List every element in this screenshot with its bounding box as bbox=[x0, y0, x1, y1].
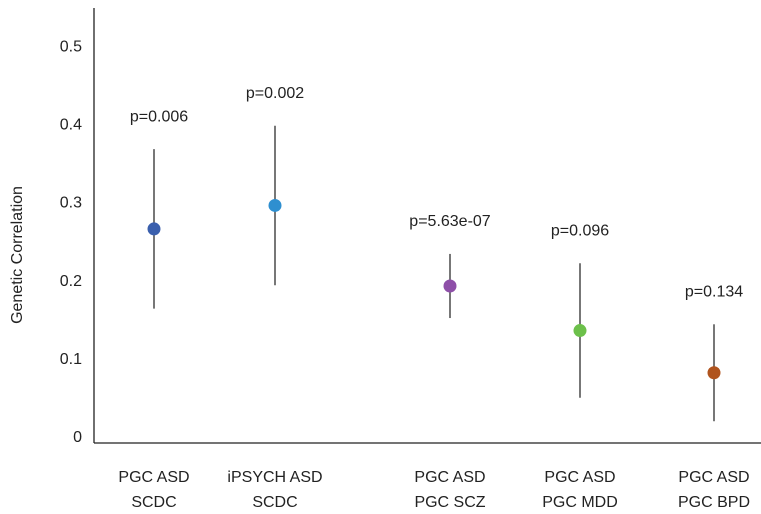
x-tick-label: PGC ASD bbox=[544, 469, 615, 486]
x-tick-label: iPSYCH ASD bbox=[227, 469, 322, 486]
y-tick-label: 0.5 bbox=[60, 38, 82, 55]
point bbox=[268, 198, 282, 212]
x-tick-label: PGC SCZ bbox=[414, 494, 485, 511]
x-tick-label: PGC BPD bbox=[678, 494, 750, 511]
point bbox=[443, 279, 457, 293]
y-tick-label: 0.2 bbox=[60, 273, 82, 290]
y-tick-label: 0.1 bbox=[60, 351, 82, 368]
y-tick-label: 0.3 bbox=[60, 195, 82, 212]
point bbox=[147, 222, 161, 236]
y-axis-label: Genetic Correlation bbox=[9, 186, 26, 324]
y-tick-label: 0.4 bbox=[60, 116, 82, 133]
p-value-annotation: p=0.134 bbox=[685, 284, 743, 301]
x-tick-label: PGC ASD bbox=[414, 469, 485, 486]
x-tick-label: SCDC bbox=[252, 494, 297, 511]
x-tick-label: PGC ASD bbox=[678, 469, 749, 486]
p-value-annotation: p=0.006 bbox=[130, 108, 188, 125]
point bbox=[707, 366, 721, 380]
x-tick-label: PGC ASD bbox=[118, 469, 189, 486]
point bbox=[573, 324, 587, 338]
y-tick-label: 0 bbox=[73, 429, 82, 446]
p-value-annotation: p=0.096 bbox=[551, 223, 609, 240]
x-tick-label: PGC MDD bbox=[542, 494, 618, 511]
x-tick-label: SCDC bbox=[131, 494, 176, 511]
p-value-annotation: p=5.63e-07 bbox=[409, 213, 491, 230]
p-value-annotation: p=0.002 bbox=[246, 85, 304, 102]
